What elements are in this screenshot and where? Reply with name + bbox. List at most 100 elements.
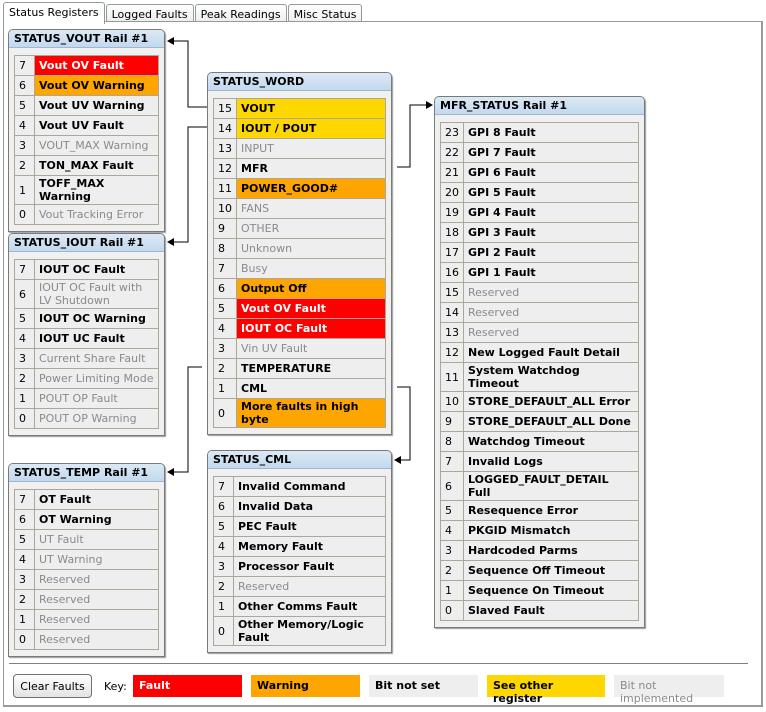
tab-peak-readings[interactable]: Peak Readings: [194, 4, 287, 23]
bit-number: 3: [213, 338, 237, 359]
bit-label: IOUT / POUT: [236, 118, 386, 139]
bit-label: Reserved: [233, 576, 386, 597]
register-status-temp: STATUS_TEMP Rail #1 7 OT Fault 6 OT Warning 5…: [8, 463, 165, 657]
bit-row: 3 Processor Fault: [213, 556, 386, 577]
bit-number: 1: [14, 388, 35, 409]
bit-label: Vout UV Fault: [34, 115, 159, 136]
key-warning: Warning: [251, 675, 360, 697]
bit-number: 15: [440, 282, 464, 303]
bit-label: TEMPERATURE: [236, 358, 386, 379]
bit-label: UT Warning: [34, 549, 159, 570]
bit-number: 6: [440, 471, 464, 501]
bit-number: 1: [213, 378, 237, 399]
bit-label: Current Share Fault: [34, 348, 159, 369]
bit-label: Power Limiting Mode: [34, 368, 159, 389]
bit-number: 3: [14, 569, 35, 590]
bit-label: Resequence Error: [463, 500, 639, 521]
bit-number: 13: [213, 138, 237, 159]
bit-number: 2: [213, 358, 237, 379]
bit-row: 1 Reserved: [14, 609, 159, 630]
bit-row: 3 Hardcoded Parms: [440, 540, 639, 561]
bit-row: 6 Output Off: [213, 278, 386, 299]
bit-label: Sequence On Timeout: [463, 580, 639, 601]
bit-number: 10: [213, 198, 237, 219]
bit-label: PKGID Mismatch: [463, 520, 639, 541]
bit-number: 1: [440, 580, 464, 601]
bit-number: 3: [440, 540, 464, 561]
clear-faults-button[interactable]: Clear Faults: [13, 674, 92, 698]
register-title: STATUS_TEMP Rail #1: [9, 464, 164, 482]
bit-label: Reserved: [34, 569, 159, 590]
bit-row: 7 OT Fault: [14, 489, 159, 510]
bit-row: 14 IOUT / POUT: [213, 118, 386, 139]
bit-label: GPI 2 Fault: [463, 242, 639, 263]
bit-label: Output Off: [236, 278, 386, 299]
bit-row: 15 VOUT: [213, 98, 386, 119]
bit-row: 13 Reserved: [440, 322, 639, 343]
bit-label: Reserved: [34, 629, 159, 650]
bit-number: 4: [213, 318, 237, 339]
register-title: STATUS_WORD: [208, 73, 391, 91]
bit-row: 5 UT Fault: [14, 529, 159, 550]
bit-row: 8 Watchdog Timeout: [440, 431, 639, 452]
bit-row: 5 Vout UV Warning: [14, 95, 159, 116]
bit-row: 23 GPI 8 Fault: [440, 122, 639, 143]
tab-misc-status[interactable]: Misc Status: [287, 4, 363, 23]
bit-number: 14: [440, 302, 464, 323]
bit-label: IOUT UC Fault: [34, 328, 159, 349]
bit-row: 3 Reserved: [14, 569, 159, 590]
key-see-other-register: See other register: [487, 675, 605, 705]
bit-number: 0: [14, 408, 35, 429]
bit-number: 10: [440, 391, 464, 412]
bit-label: Busy: [236, 258, 386, 279]
bit-row: 0 More faults in high byte: [213, 398, 386, 428]
bit-label: STORE_DEFAULT_ALL Error: [463, 391, 639, 412]
bit-number: 8: [440, 431, 464, 452]
bit-label: Vout OV Fault: [236, 298, 386, 319]
bit-number: 5: [213, 298, 237, 319]
bit-row: 0 Other Memory/Logic Fault: [213, 616, 386, 646]
bit-row: 11 POWER_GOOD#: [213, 178, 386, 199]
bit-row: 5 IOUT OC Warning: [14, 308, 159, 329]
bit-number: 23: [440, 122, 464, 143]
bit-number: 18: [440, 222, 464, 243]
bit-number: 1: [213, 596, 234, 617]
bit-label: Vout UV Warning: [34, 95, 159, 116]
bit-row: 7 Invalid Command: [213, 476, 386, 497]
bit-number: 4: [14, 115, 35, 136]
bit-label: FANS: [236, 198, 386, 219]
bit-label: IOUT OC Fault: [34, 259, 159, 280]
bit-table: 7 OT Fault 6 OT Warning 5 UT Fault 4 UT Warning…: [14, 489, 159, 650]
bit-label: Other Comms Fault: [233, 596, 386, 617]
tab-logged-faults[interactable]: Logged Faults: [105, 4, 194, 23]
bit-number: 1: [14, 175, 35, 205]
bit-label: Processor Fault: [233, 556, 386, 577]
bit-row: 3 VOUT_MAX Warning: [14, 135, 159, 156]
separator: [9, 663, 748, 664]
key-bit-not-implemented: Bit not implemented: [614, 675, 724, 705]
bit-label: MFR: [236, 158, 386, 179]
bit-number: 2: [14, 589, 35, 610]
bit-number: 4: [14, 328, 35, 349]
bit-number: 7: [14, 489, 35, 510]
register-status-iout: STATUS_IOUT Rail #1 7 IOUT OC Fault 6 IOUT O…: [8, 233, 165, 436]
bit-row: 9 STORE_DEFAULT_ALL Done: [440, 411, 639, 432]
bit-row: 22 GPI 7 Fault: [440, 142, 639, 163]
bit-number: 3: [14, 348, 35, 369]
bit-label: POUT OP Warning: [34, 408, 159, 429]
bit-row: 6 Invalid Data: [213, 496, 386, 517]
tab-bar: Status Registers Logged Faults Peak Read…: [3, 2, 363, 24]
bit-number: 6: [213, 278, 237, 299]
bit-label: New Logged Fault Detail: [463, 342, 639, 363]
bit-label: PEC Fault: [233, 516, 386, 537]
bit-number: 9: [440, 411, 464, 432]
bit-table: 7 Vout OV Fault 6 Vout OV Warning 5 Vout UV W…: [14, 55, 159, 225]
bit-number: 4: [213, 536, 234, 557]
bit-number: 11: [440, 362, 464, 392]
bit-row: 4 Memory Fault: [213, 536, 386, 557]
bit-row: 3 Vin UV Fault: [213, 338, 386, 359]
bit-number: 0: [440, 600, 464, 621]
bit-label: UT Fault: [34, 529, 159, 550]
tab-status-registers[interactable]: Status Registers: [3, 2, 105, 24]
bit-table: 7 Invalid Command 6 Invalid Data 5 PEC Fault 4…: [213, 476, 386, 646]
